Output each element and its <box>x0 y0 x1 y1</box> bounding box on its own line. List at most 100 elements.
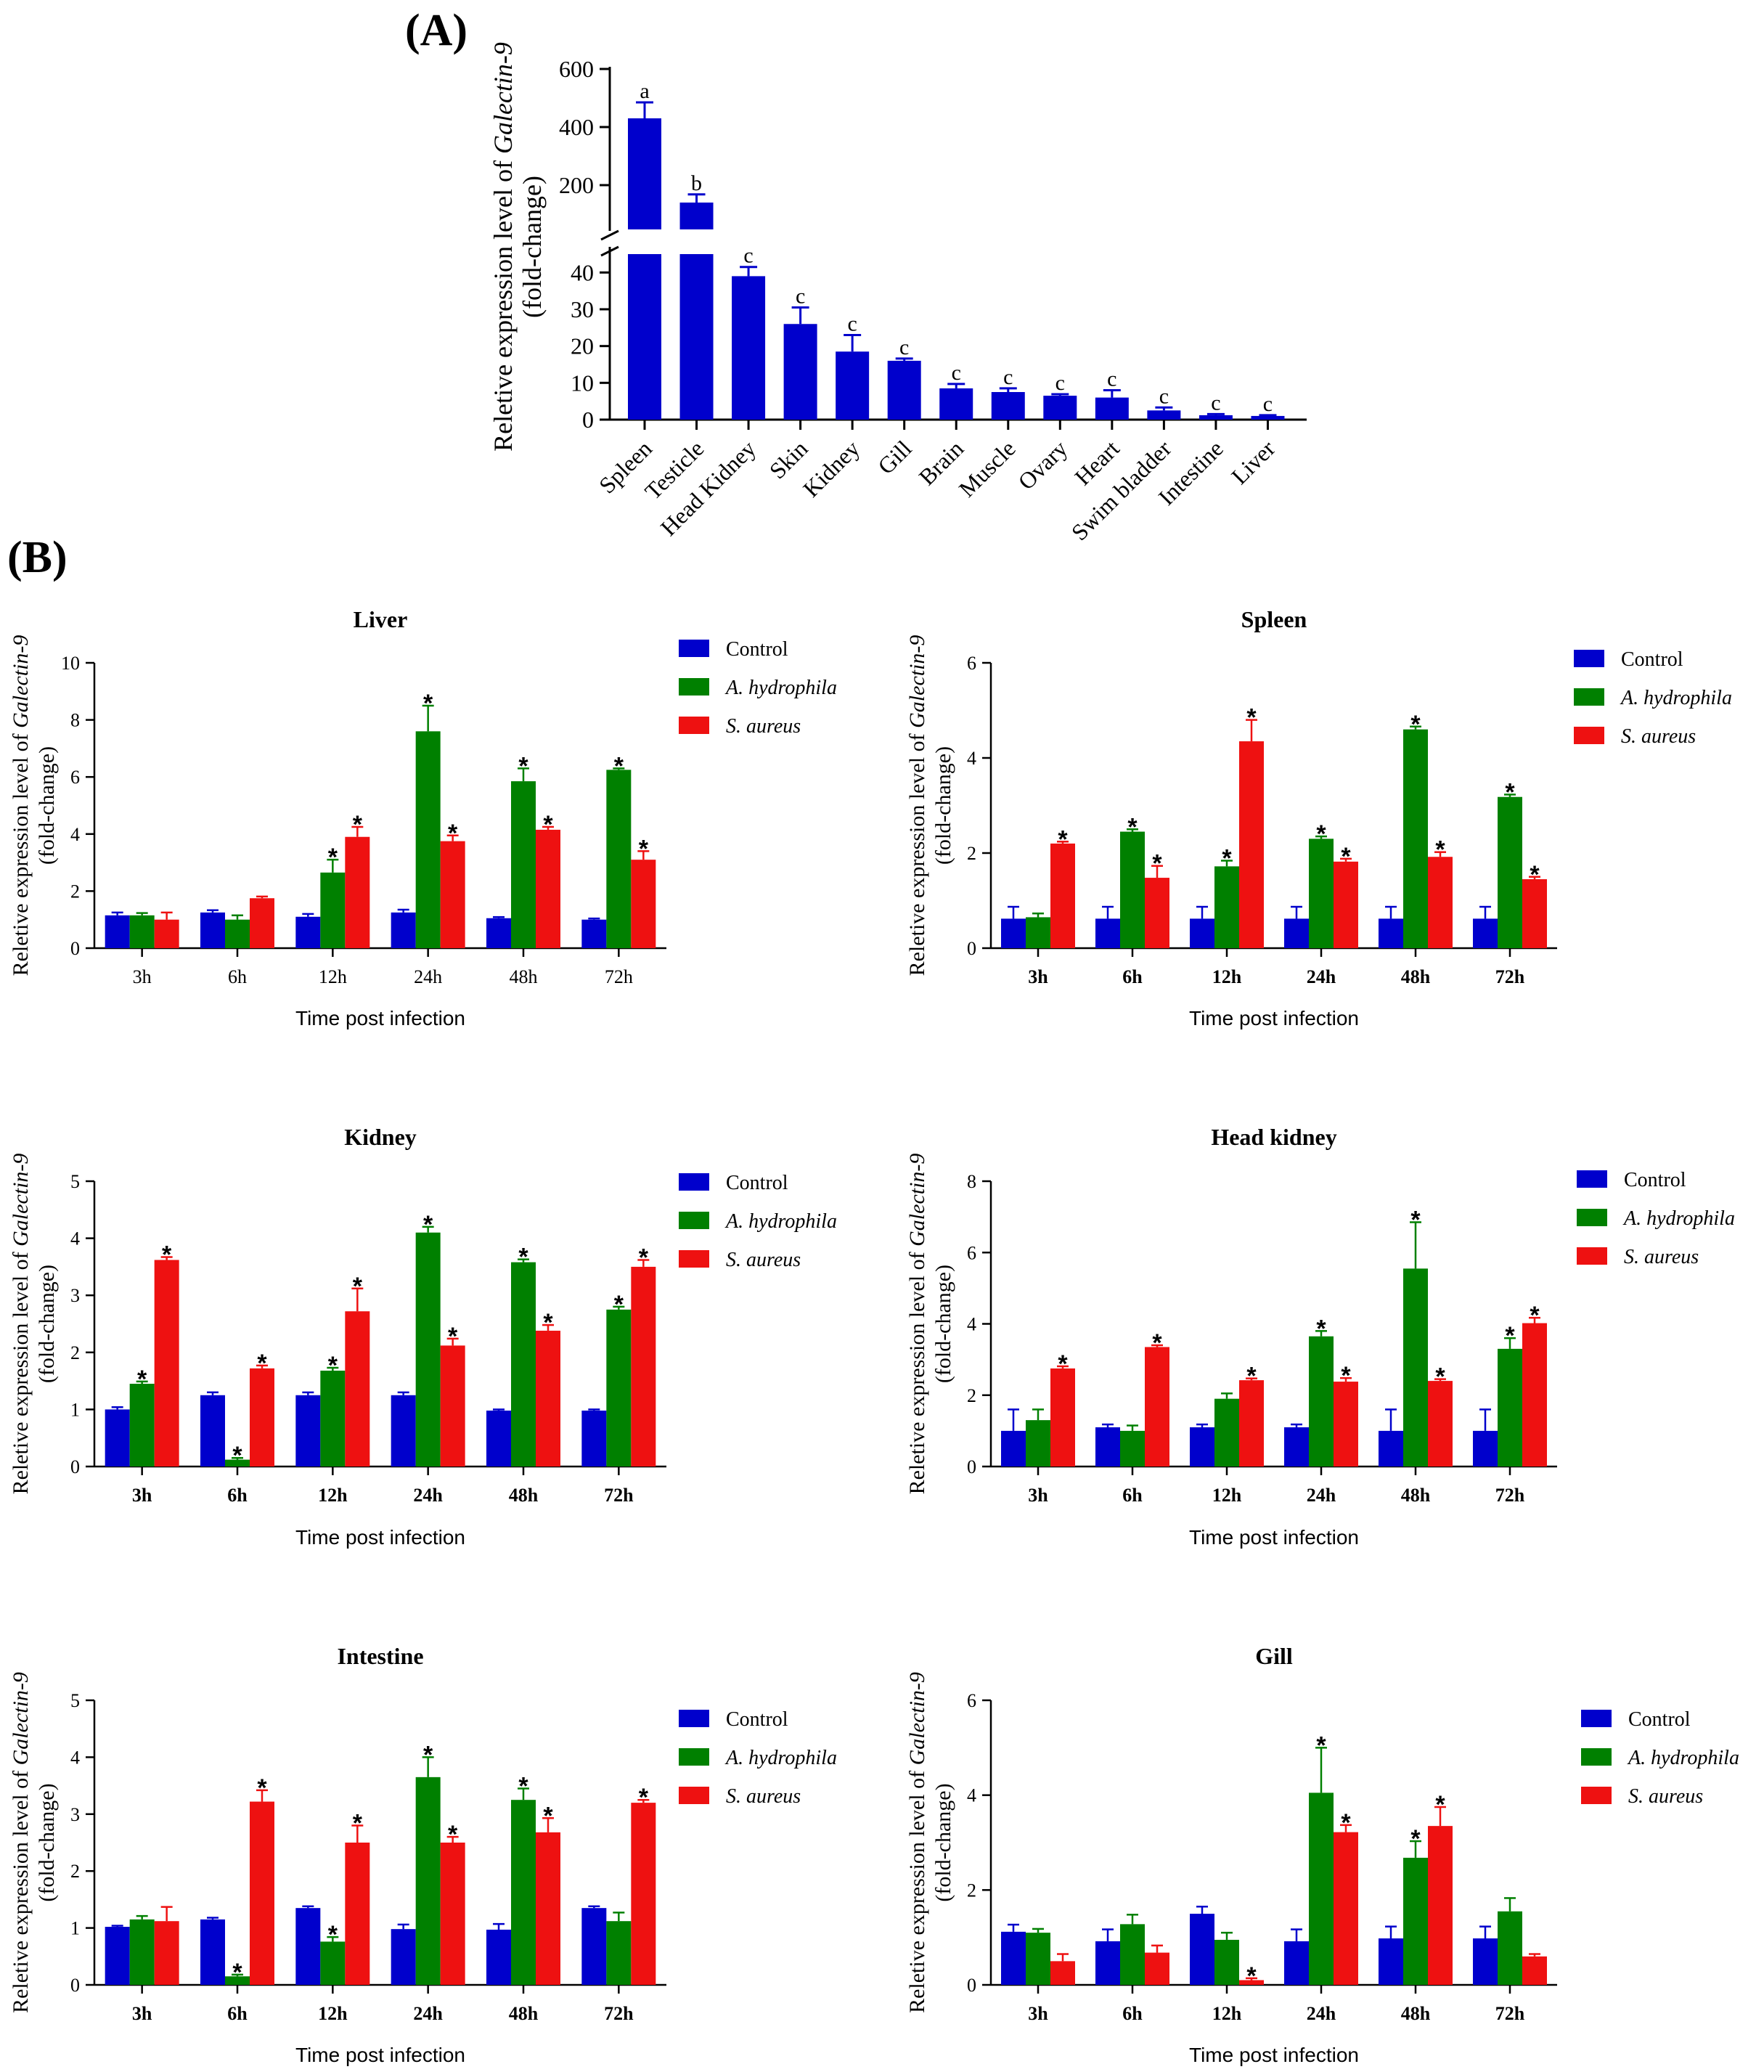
x-tick-label: Ovary <box>1013 435 1072 494</box>
legend: Control A. hydrophila S. aureus <box>1574 648 1732 748</box>
bar-s-aureus-24h <box>1334 861 1358 948</box>
bar-s-aureus-48h <box>536 1330 560 1467</box>
legend-swatch-a-hydrophila <box>1577 1209 1607 1226</box>
significance-letter: c <box>1107 367 1116 391</box>
significance-star: * <box>614 1291 624 1318</box>
significance-star: * <box>137 1366 147 1393</box>
significance-letter: c <box>847 311 857 335</box>
x-tick-label: 6h <box>1122 1485 1143 1506</box>
bar-a-hydrophila-3h <box>129 915 155 948</box>
significance-letter: c <box>899 335 909 359</box>
bar-a-hydrophila-3h <box>1026 917 1050 948</box>
bar-testicle-upper <box>679 203 714 229</box>
bar-a-hydrophila-24h <box>1309 1792 1334 1985</box>
x-tick-label: 12h <box>318 1485 348 1506</box>
bar-control-24h <box>391 912 416 948</box>
legend-label-s-aureus: S. aureus <box>1624 1246 1699 1268</box>
bar-control-72h <box>581 1410 607 1467</box>
significance-letter: b <box>691 171 702 195</box>
legend-swatch-a-hydrophila <box>1581 1748 1612 1766</box>
significance-star: * <box>448 1821 458 1848</box>
x-tick-label: 3h <box>132 2003 152 2024</box>
bar-s-aureus-6h <box>250 1368 274 1467</box>
x-tick-label: 72h <box>1495 966 1525 987</box>
x-tick-label: 24h <box>1307 2003 1336 2024</box>
bar-liver <box>1251 415 1285 420</box>
significance-star: * <box>518 752 528 780</box>
significance-star: * <box>353 1809 363 1837</box>
x-tick-label: 48h <box>510 966 538 987</box>
bar-control-6h <box>200 912 225 948</box>
y-tick-label: 0 <box>967 938 976 959</box>
y-tick-label: 8 <box>967 1171 976 1192</box>
significance-star: * <box>257 1774 267 1802</box>
legend-swatch-a-hydrophila <box>679 1212 709 1229</box>
bar-swim-bladder <box>1147 410 1181 420</box>
legend-label-control: Control <box>726 1708 788 1731</box>
y-axis-label: Reletive expression level of Galectin-9 <box>905 635 929 976</box>
legend-label-a-hydrophila: A. hydrophila <box>1622 1207 1735 1230</box>
bar-control-72h <box>1473 1938 1498 1985</box>
x-tick-label: 6h <box>1122 966 1143 987</box>
x-tick-label: 24h <box>1307 1485 1336 1506</box>
bar-a-hydrophila-72h <box>1498 1348 1522 1467</box>
significance-star: * <box>1341 1809 1351 1837</box>
bar-skin <box>783 324 817 420</box>
bar-a-hydrophila-24h <box>415 1777 441 1985</box>
legend-swatch-control <box>1581 1710 1612 1727</box>
y-tick-label: 1 <box>70 1399 80 1420</box>
legend: Control A. hydrophila S. aureus <box>1577 1169 1735 1268</box>
significance-star: * <box>1530 1302 1540 1329</box>
bar-a-hydrophila-48h <box>1403 1268 1428 1467</box>
y-tick-label: 4 <box>967 1785 976 1806</box>
bar-a-hydrophila-48h <box>511 1800 536 1985</box>
bar-a-hydrophila-3h <box>1026 1933 1050 1985</box>
significance-star: * <box>639 835 649 862</box>
y-tick-label: 6 <box>967 1690 976 1711</box>
legend-swatch-a-hydrophila <box>1574 688 1604 706</box>
x-tick-label: 72h <box>1495 2003 1525 2024</box>
significance-star: * <box>614 752 624 780</box>
significance-star: * <box>1435 836 1445 864</box>
y-tick-label: 2 <box>70 881 80 902</box>
bar-s-aureus-72h <box>1522 1323 1547 1467</box>
x-axis-label: Time post infection <box>1189 1526 1359 1549</box>
significance-star: * <box>353 1273 363 1300</box>
legend-swatch-s-aureus <box>679 1787 709 1804</box>
significance-star: * <box>518 1773 528 1800</box>
significance-star: * <box>543 811 553 839</box>
bar-s-aureus-48h <box>1428 1826 1453 1985</box>
bar-gill <box>887 360 921 420</box>
bar-s-aureus-48h <box>1428 857 1453 948</box>
bar-control-24h <box>391 1929 416 1985</box>
bar-a-hydrophila-6h <box>1120 1924 1145 1985</box>
bar-spleen-upper <box>628 118 661 229</box>
legend-swatch-s-aureus <box>1581 1787 1612 1804</box>
bar-a-hydrophila-12h <box>1214 866 1239 948</box>
bar-spleen-lower <box>628 254 661 420</box>
significance-star: * <box>1246 1962 1257 1990</box>
bar-a-hydrophila-12h <box>320 1370 346 1467</box>
x-tick-label: 3h <box>133 966 152 987</box>
x-tick-label: 12h <box>1212 966 1242 987</box>
significance-star: * <box>423 690 433 717</box>
legend: Control A. hydrophila S. aureus <box>1581 1708 1739 1808</box>
legend-label-control: Control <box>726 638 788 661</box>
axis-break-mark-bottom <box>600 245 619 257</box>
x-axis-label: Time post infection <box>295 2044 465 2066</box>
legend-swatch-a-hydrophila <box>679 1748 709 1766</box>
significance-star: * <box>328 1921 338 1949</box>
significance-star: * <box>1505 1322 1515 1350</box>
x-tick-label: Gill <box>873 435 917 479</box>
significance-star: * <box>639 1244 649 1271</box>
bar-s-aureus-72h <box>1522 1956 1547 1985</box>
y-tick-label: 200 <box>559 172 594 198</box>
significance-star: * <box>1435 1791 1445 1819</box>
bar-a-hydrophila-48h <box>511 781 536 948</box>
y-tick-label: 6 <box>70 767 80 788</box>
x-axis-label: Time post infection <box>1189 2044 1359 2066</box>
significance-letter: c <box>796 284 805 308</box>
bar-s-aureus-12h <box>345 1843 370 1985</box>
bar-a-hydrophila-48h <box>1403 1857 1428 1985</box>
y-tick-label: 4 <box>70 824 80 845</box>
